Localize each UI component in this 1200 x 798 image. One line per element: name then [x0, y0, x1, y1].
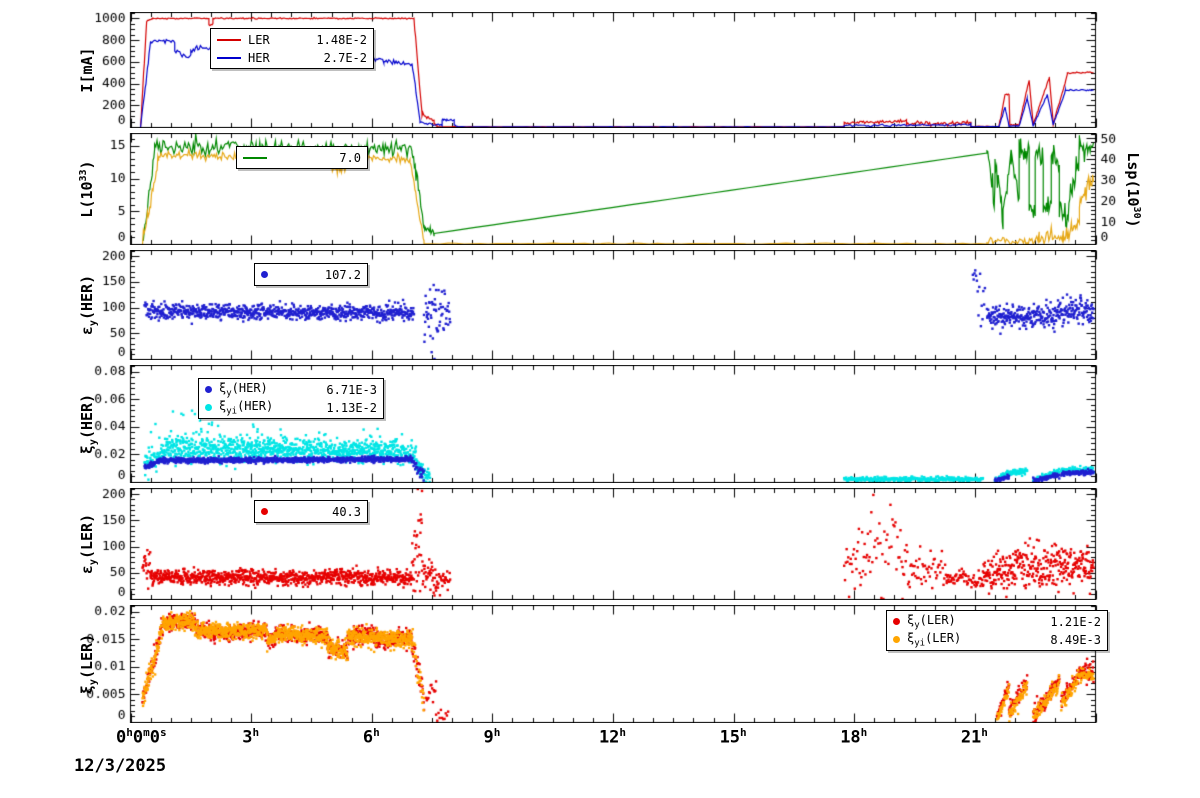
legend-label: ξyi(LER) — [907, 630, 962, 649]
panel-ey-her-plot — [60, 250, 1140, 360]
lum-line-marker-icon — [243, 156, 267, 159]
legend-label: LER — [248, 32, 270, 47]
legend-value: 40.3 — [332, 504, 361, 519]
legend-entry: 107.2 — [261, 267, 361, 282]
x-tick-label: 18h — [840, 726, 868, 748]
x-tick-label: 3h — [242, 726, 260, 748]
y-axis-label-ey-ler: εy(LER) — [78, 513, 99, 575]
legend-entry: LER 1.48E-2 — [217, 32, 367, 47]
legend-value: 107.2 — [324, 267, 361, 282]
legend-entry: ξyi(LER) 8.49E-3 — [893, 630, 1101, 649]
xiyi-her-dot-marker-icon — [205, 404, 212, 411]
legend-entry: HER 2.7E-2 — [217, 50, 367, 65]
her-line-marker-icon — [217, 56, 241, 59]
ey-her-dot-marker-icon — [261, 271, 268, 278]
legend-xi-her: ξy(HER) 6.71E-3 ξyi(HER) 1.13E-2 — [198, 378, 384, 419]
y-axis-label-lsp: Lsp(1030) — [1124, 152, 1142, 228]
x-tick-label: 21h — [960, 726, 988, 748]
x-tick-label: 12h — [598, 726, 627, 748]
legend-entry: ξy(HER) 6.71E-3 — [205, 380, 377, 399]
legend-value: 8.49E-3 — [1050, 632, 1101, 647]
date-label: 12/3/2025 — [74, 756, 167, 776]
legend-value: 7.0 — [339, 150, 361, 165]
ler-line-marker-icon — [217, 38, 241, 41]
legend-label: ξyi(HER) — [219, 398, 274, 417]
xiy-her-dot-marker-icon — [205, 386, 212, 393]
x-tick-label: 0h0m0s — [116, 726, 167, 748]
legend-value: 1.13E-2 — [326, 400, 377, 415]
panel-luminosity-plot — [60, 133, 1140, 245]
panel-ey-ler-plot — [60, 488, 1140, 600]
x-tick-label: 6h — [362, 726, 380, 748]
xiy-ler-dot-marker-icon — [893, 618, 900, 625]
legend-value: 2.7E-2 — [323, 50, 367, 65]
legend-entry: 7.0 — [243, 150, 361, 165]
legend-entry: 40.3 — [261, 504, 361, 519]
legend-entry: ξyi(HER) 1.13E-2 — [205, 398, 377, 417]
legend-label: ξy(HER) — [219, 380, 268, 399]
legend-ey-her: 107.2 — [254, 263, 368, 286]
legend-label: ξy(LER) — [907, 612, 956, 631]
y-axis-label-xi-ler: ξy(LER) — [78, 633, 99, 695]
legend-value: 1.48E-2 — [316, 32, 367, 47]
x-axis: 0h0m0s 3h 6h 9h 12h 15h 18h 21h — [0, 726, 1200, 758]
legend-label: HER — [248, 50, 270, 65]
legend-value: 1.21E-2 — [1050, 614, 1101, 629]
x-tick-label: 9h — [483, 726, 501, 748]
x-tick-label: 15h — [719, 726, 747, 748]
legend-luminosity: 7.0 — [236, 146, 368, 169]
legend-ey-ler: 40.3 — [254, 500, 368, 523]
legend-entry: ξy(LER) 1.21E-2 — [893, 612, 1101, 631]
y-axis-label-xi-her: ξy(HER) — [78, 393, 99, 455]
ey-ler-dot-marker-icon — [261, 508, 268, 515]
legend-value: 6.71E-3 — [326, 382, 377, 397]
xiyi-ler-dot-marker-icon — [893, 636, 900, 643]
legend-xi-ler: ξy(LER) 1.21E-2 ξyi(LER) 8.49E-3 — [886, 610, 1108, 651]
legend-current: LER 1.48E-2 HER 2.7E-2 — [210, 28, 374, 69]
